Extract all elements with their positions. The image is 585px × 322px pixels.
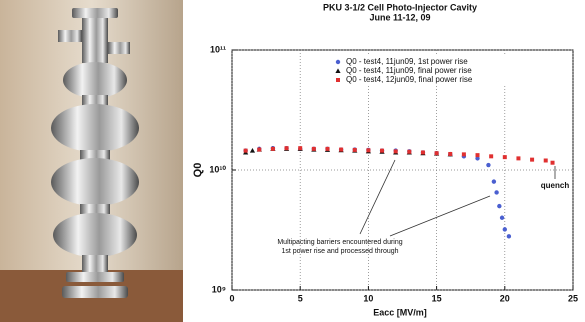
x-tick-label: 10 xyxy=(363,293,373,303)
circle-marker xyxy=(491,179,497,184)
square-marker xyxy=(407,149,412,154)
legend-marker xyxy=(335,59,341,65)
square-marker xyxy=(475,153,480,158)
legend-label: Q0 - test4, 11jun09, 1st power rise xyxy=(346,57,468,66)
square-marker xyxy=(311,146,316,151)
annotation: 1st power rise and processed through xyxy=(281,248,398,255)
x-tick-label: 0 xyxy=(229,293,234,303)
annotation-arrows xyxy=(359,159,556,237)
legend-label: Q0 - test4, 11jun09, final power rise xyxy=(346,66,472,75)
square-marker xyxy=(393,149,398,154)
legend-marker xyxy=(335,68,341,73)
circle-marker xyxy=(486,162,491,168)
chart-title: PKU 3-1/2 Cell Photo-Injector Cavity xyxy=(323,2,477,12)
cavity-photo xyxy=(0,0,183,322)
square-marker xyxy=(339,147,344,152)
square-marker xyxy=(380,148,385,153)
square-marker xyxy=(352,147,357,152)
square-marker xyxy=(530,157,535,162)
square-marker xyxy=(543,158,548,163)
square-marker xyxy=(434,151,439,156)
square-marker xyxy=(270,146,275,151)
square-marker xyxy=(489,154,494,159)
annotation: quench xyxy=(541,181,570,190)
x-tick-label: 25 xyxy=(568,293,578,303)
square-marker xyxy=(550,160,555,165)
square-marker xyxy=(448,151,453,156)
x-tick-label: 5 xyxy=(298,293,303,303)
square-marker xyxy=(502,155,507,160)
square-marker xyxy=(325,146,330,151)
square-marker xyxy=(243,148,248,153)
y-axis-label: Q0 xyxy=(192,163,204,178)
y-tick-label: 10¹¹ xyxy=(210,44,226,54)
x-axis-label: Eacc [MV/m] xyxy=(373,307,427,317)
circle-marker xyxy=(499,215,505,220)
square-marker xyxy=(366,148,371,153)
square-marker xyxy=(284,146,289,151)
legend-label: Q0 - test4, 12jun09, final power rise xyxy=(346,75,473,84)
legend-box xyxy=(330,56,570,86)
circle-marker xyxy=(494,190,499,195)
square-marker xyxy=(257,147,262,152)
circle-marker xyxy=(502,227,507,232)
circle-marker xyxy=(506,234,512,239)
x-tick-label: 20 xyxy=(500,293,510,303)
square-marker xyxy=(516,156,521,161)
y-tick-label: 10⁹ xyxy=(212,284,226,294)
chart-subtitle: June 11-12, 09 xyxy=(369,12,430,22)
circle-marker xyxy=(497,203,502,209)
square-marker xyxy=(298,146,303,151)
square-marker xyxy=(420,150,425,155)
square-marker xyxy=(461,152,466,157)
triangle-marker xyxy=(249,148,256,153)
plot-frame xyxy=(231,49,574,291)
legend-marker xyxy=(336,78,340,82)
x-tick-label: 15 xyxy=(432,293,442,303)
circle-marker xyxy=(475,156,480,161)
y-tick-label: 10¹⁰ xyxy=(209,164,226,174)
annotation: Multipacting barriers encountered during xyxy=(277,239,402,246)
